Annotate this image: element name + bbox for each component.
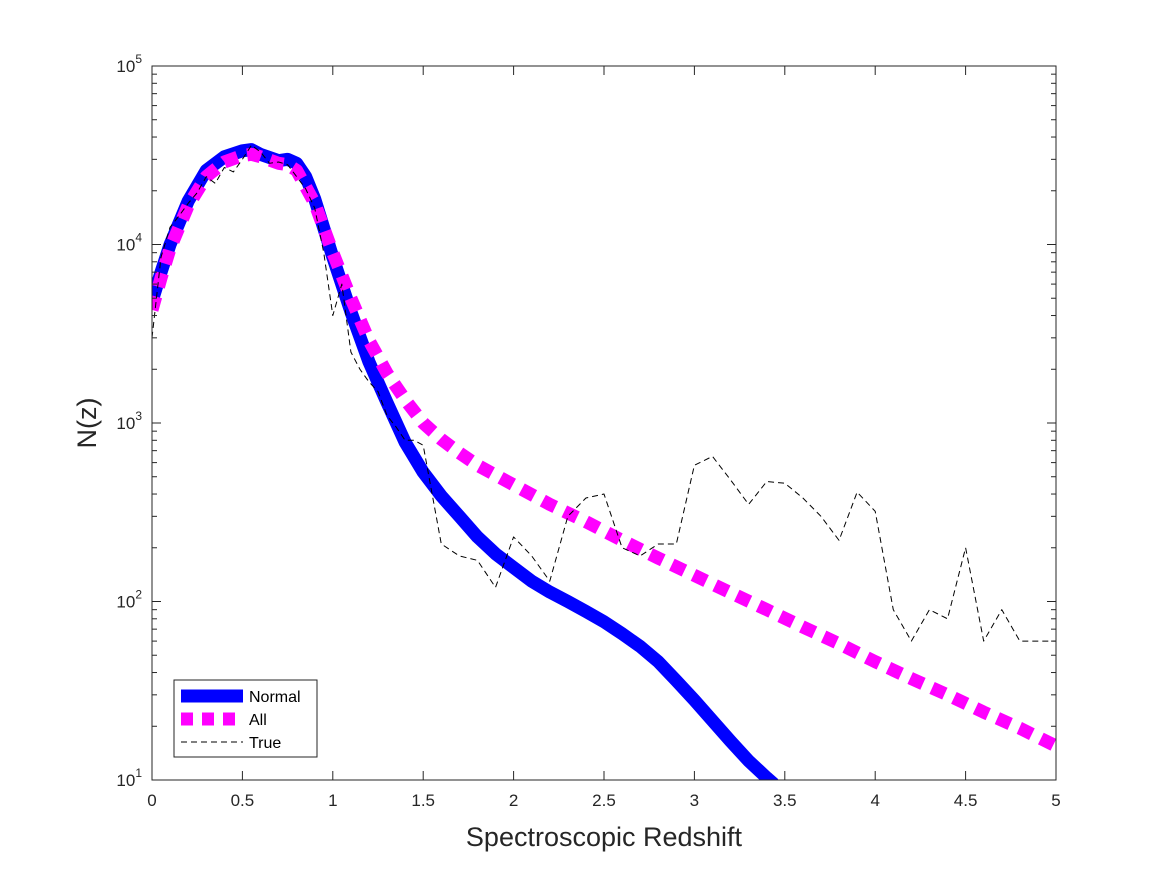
y-tick-label: 101 — [116, 766, 142, 790]
tick-layer: 0 0.5 1 1.5 2 2.5 3 3.5 4 4.5 5 101 102 103 104 105 — [116, 52, 1060, 810]
x-tick-label: 3.5 — [773, 791, 797, 810]
x-tick-label: 3 — [690, 791, 699, 810]
series-layer — [152, 143, 1056, 780]
x-tick-label: 2 — [509, 791, 518, 810]
x-tick-label: 1.5 — [411, 791, 435, 810]
y-tick-label: 102 — [116, 588, 142, 612]
x-tick-label: 4.5 — [954, 791, 978, 810]
x-tick-label: 0.5 — [231, 791, 255, 810]
x-tick-label: 5 — [1051, 791, 1060, 810]
x-tick-label: 2.5 — [592, 791, 616, 810]
legend-label-all: All — [249, 712, 267, 729]
y-tick-label: 104 — [116, 231, 142, 255]
legend-label-normal: Normal — [249, 689, 301, 706]
y-tick-label: 103 — [116, 409, 142, 433]
x-tick-label: 4 — [870, 791, 879, 810]
legend-label-true: True — [249, 735, 281, 752]
x-tick-label: 0 — [147, 791, 156, 810]
series-line-true — [152, 144, 1056, 642]
series-line-all — [152, 147, 1056, 752]
x-tick-label: 1 — [328, 791, 337, 810]
x-axis-label: Spectroscopic Redshift — [466, 822, 743, 852]
y-axis-label: N(z) — [72, 398, 102, 449]
plot-area-background — [152, 66, 1056, 780]
legend: Normal All True — [173, 679, 318, 758]
y-tick-label: 105 — [116, 52, 142, 76]
